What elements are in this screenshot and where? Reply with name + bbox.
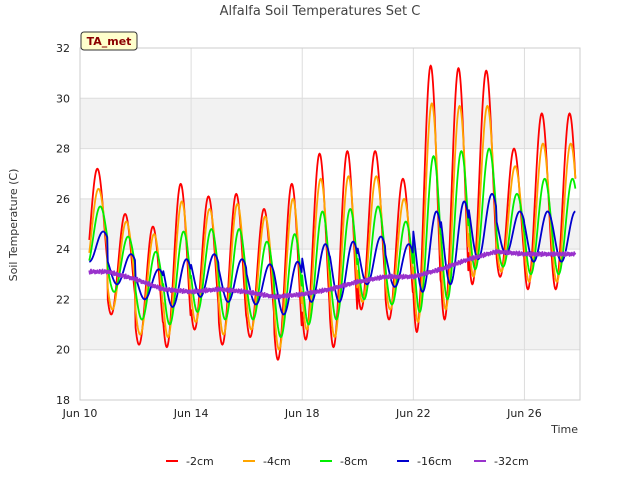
background-bands: [80, 48, 580, 400]
x-axis-ticks: Jun 10 Jun 14 Jun 18 Jun 22 Jun 26: [62, 407, 542, 420]
y-axis-label: Soil Temperature (C): [7, 169, 20, 282]
legend: -2cm -4cm -8cm -16cm -32cm: [166, 455, 529, 468]
y-tick-label: 20: [56, 344, 70, 357]
x-tick-label: Jun 26: [506, 407, 542, 420]
y-tick-label: 26: [56, 193, 70, 206]
legend-label: -8cm: [340, 455, 368, 468]
y-tick-label: 30: [56, 92, 70, 105]
x-tick-label: Jun 18: [284, 407, 320, 420]
legend-label: -16cm: [417, 455, 452, 468]
y-tick-label: 28: [56, 143, 70, 156]
plot-frame: [79, 47, 581, 401]
y-tick-label: 22: [56, 293, 70, 306]
band: [80, 349, 580, 400]
x-tick-label: Jun 14: [173, 407, 209, 420]
legend-label: -4cm: [263, 455, 291, 468]
series-layer: [88, 64, 577, 361]
x-tick-label: Jun 10: [62, 407, 98, 420]
band: [80, 148, 580, 199]
y-tick-label: 18: [56, 394, 70, 407]
badge-label: TA_met: [87, 35, 132, 48]
x-axis-label: Time: [550, 423, 578, 436]
band: [80, 98, 580, 149]
legend-label: -32cm: [494, 455, 529, 468]
series-line-minus-32cm: [88, 248, 577, 300]
legend-label: -2cm: [186, 455, 214, 468]
series-line-minus-8cm: [88, 147, 577, 339]
y-tick-label: 24: [56, 243, 70, 256]
chart-title: Alfalfa Soil Temperatures Set C: [220, 4, 421, 19]
series-line-minus-16cm: [88, 192, 576, 316]
y-tick-label: 32: [56, 42, 70, 55]
ta-met-badge: TA_met: [80, 31, 138, 51]
band: [80, 48, 580, 99]
y-axis-ticks: 18 20 22 24 26 28 30 32: [56, 42, 70, 407]
x-tick-label: Jun 22: [395, 407, 431, 420]
